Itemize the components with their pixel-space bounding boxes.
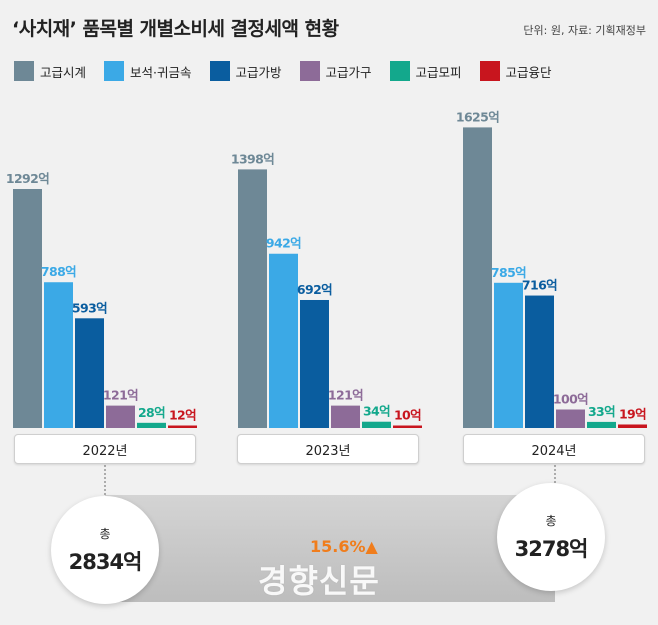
bar-2023-watch — [238, 169, 267, 428]
value-label-2023-fur: 34억 — [363, 404, 390, 419]
legend-label-watch: 고급시계 — [40, 64, 87, 80]
value-label-2022-bag: 593억 — [72, 300, 107, 315]
total-value-2022: 2834억 — [68, 549, 143, 574]
year-label-2022: 2022년 — [14, 434, 196, 464]
value-label-2024-rug: 19억 — [619, 406, 646, 421]
value-label-2023-rug: 10억 — [394, 408, 421, 423]
legend-swatch-watch — [14, 61, 34, 81]
legend-label-furniture: 고급가구 — [325, 64, 372, 80]
legend-swatch-bag — [209, 61, 230, 81]
value-label-2022-furniture: 121억 — [103, 388, 138, 403]
value-label-2023-bag: 692억 — [297, 282, 332, 297]
value-label-2024-jewelry: 785억 — [491, 265, 526, 280]
bar-2024-bag — [525, 295, 554, 428]
value-label-2024-bag: 716억 — [522, 278, 557, 293]
value-label-2024-watch: 1625억 — [456, 109, 499, 124]
legend-swatch-jewelry — [104, 61, 125, 81]
legend: 고급시계 보석·귀금속 고급가방 고급가구 고급모피 고급융단 — [14, 61, 570, 81]
bar-2024-rug — [618, 424, 647, 428]
growth-band — [105, 495, 555, 602]
bar-2023-fur — [362, 421, 391, 428]
bar-2022-jewelry — [44, 282, 73, 428]
watermark-logo: 경향신문 — [258, 562, 380, 600]
legend-swatch-furniture — [299, 61, 320, 81]
value-label-2022-jewelry: 788억 — [41, 264, 76, 279]
bar-2023-rug — [393, 425, 422, 428]
legend-label-rug: 고급융단 — [505, 64, 552, 80]
value-label-2022-fur: 28억 — [138, 405, 165, 420]
bar-2022-watch — [13, 189, 42, 428]
value-label-2023-furniture: 121억 — [328, 388, 363, 403]
bar-2022-furniture — [106, 405, 135, 428]
bar-2024-furniture — [556, 409, 585, 428]
total-2022: 총 2834억 — [51, 496, 159, 604]
total-label-2024: 총 — [545, 513, 557, 528]
legend-label-jewelry: 보석·귀금속 — [130, 64, 192, 80]
bar-2024-fur — [587, 421, 616, 428]
legend-item-fur: 고급모피 — [389, 61, 462, 81]
chart-title: ‘사치재’ 품목별 개별소비세 결정세액 현황 — [12, 18, 339, 40]
legend-item-rug: 고급융단 — [479, 61, 552, 81]
value-label-2022-rug: 12억 — [169, 408, 196, 423]
value-label-2024-furniture: 100억 — [553, 392, 588, 407]
bar-2023-bag — [300, 299, 329, 428]
source-note: 단위: 원, 자료: 기획재정부 — [523, 24, 646, 37]
legend-label-bag: 고급가방 — [235, 64, 282, 80]
bar-2022-rug — [168, 425, 197, 428]
legend-item-watch: 고급시계 — [14, 61, 86, 81]
bar-2023-jewelry — [269, 253, 298, 428]
legend-item-furniture: 고급가구 — [299, 61, 372, 81]
total-label-2022: 총 — [99, 526, 111, 541]
bar-2022-fur — [137, 422, 166, 428]
bar-2024-watch — [463, 127, 492, 429]
total-value-2024: 3278억 — [514, 536, 589, 561]
legend-item-jewelry: 보석·귀금속 — [104, 61, 192, 81]
legend-label-fur: 고급모피 — [415, 64, 462, 80]
bar-2023-furniture — [331, 405, 360, 428]
bar-2022-bag — [75, 318, 104, 428]
legend-swatch-rug — [479, 61, 500, 81]
legend-item-bag: 고급가방 — [209, 61, 282, 81]
value-label-2023-watch: 1398억 — [231, 151, 274, 166]
value-label-2023-jewelry: 942억 — [266, 236, 301, 251]
total-2024: 총 3278억 — [497, 483, 605, 591]
year-label-2023: 2023년 — [237, 434, 419, 464]
value-label-2024-fur: 33억 — [588, 404, 615, 419]
legend-swatch-fur — [389, 61, 410, 81]
bar-2024-jewelry — [494, 282, 523, 428]
growth-rate: 15.6%▲ — [310, 537, 378, 556]
value-label-2022-watch: 1292억 — [6, 171, 49, 186]
year-label-2024: 2024년 — [463, 434, 645, 464]
